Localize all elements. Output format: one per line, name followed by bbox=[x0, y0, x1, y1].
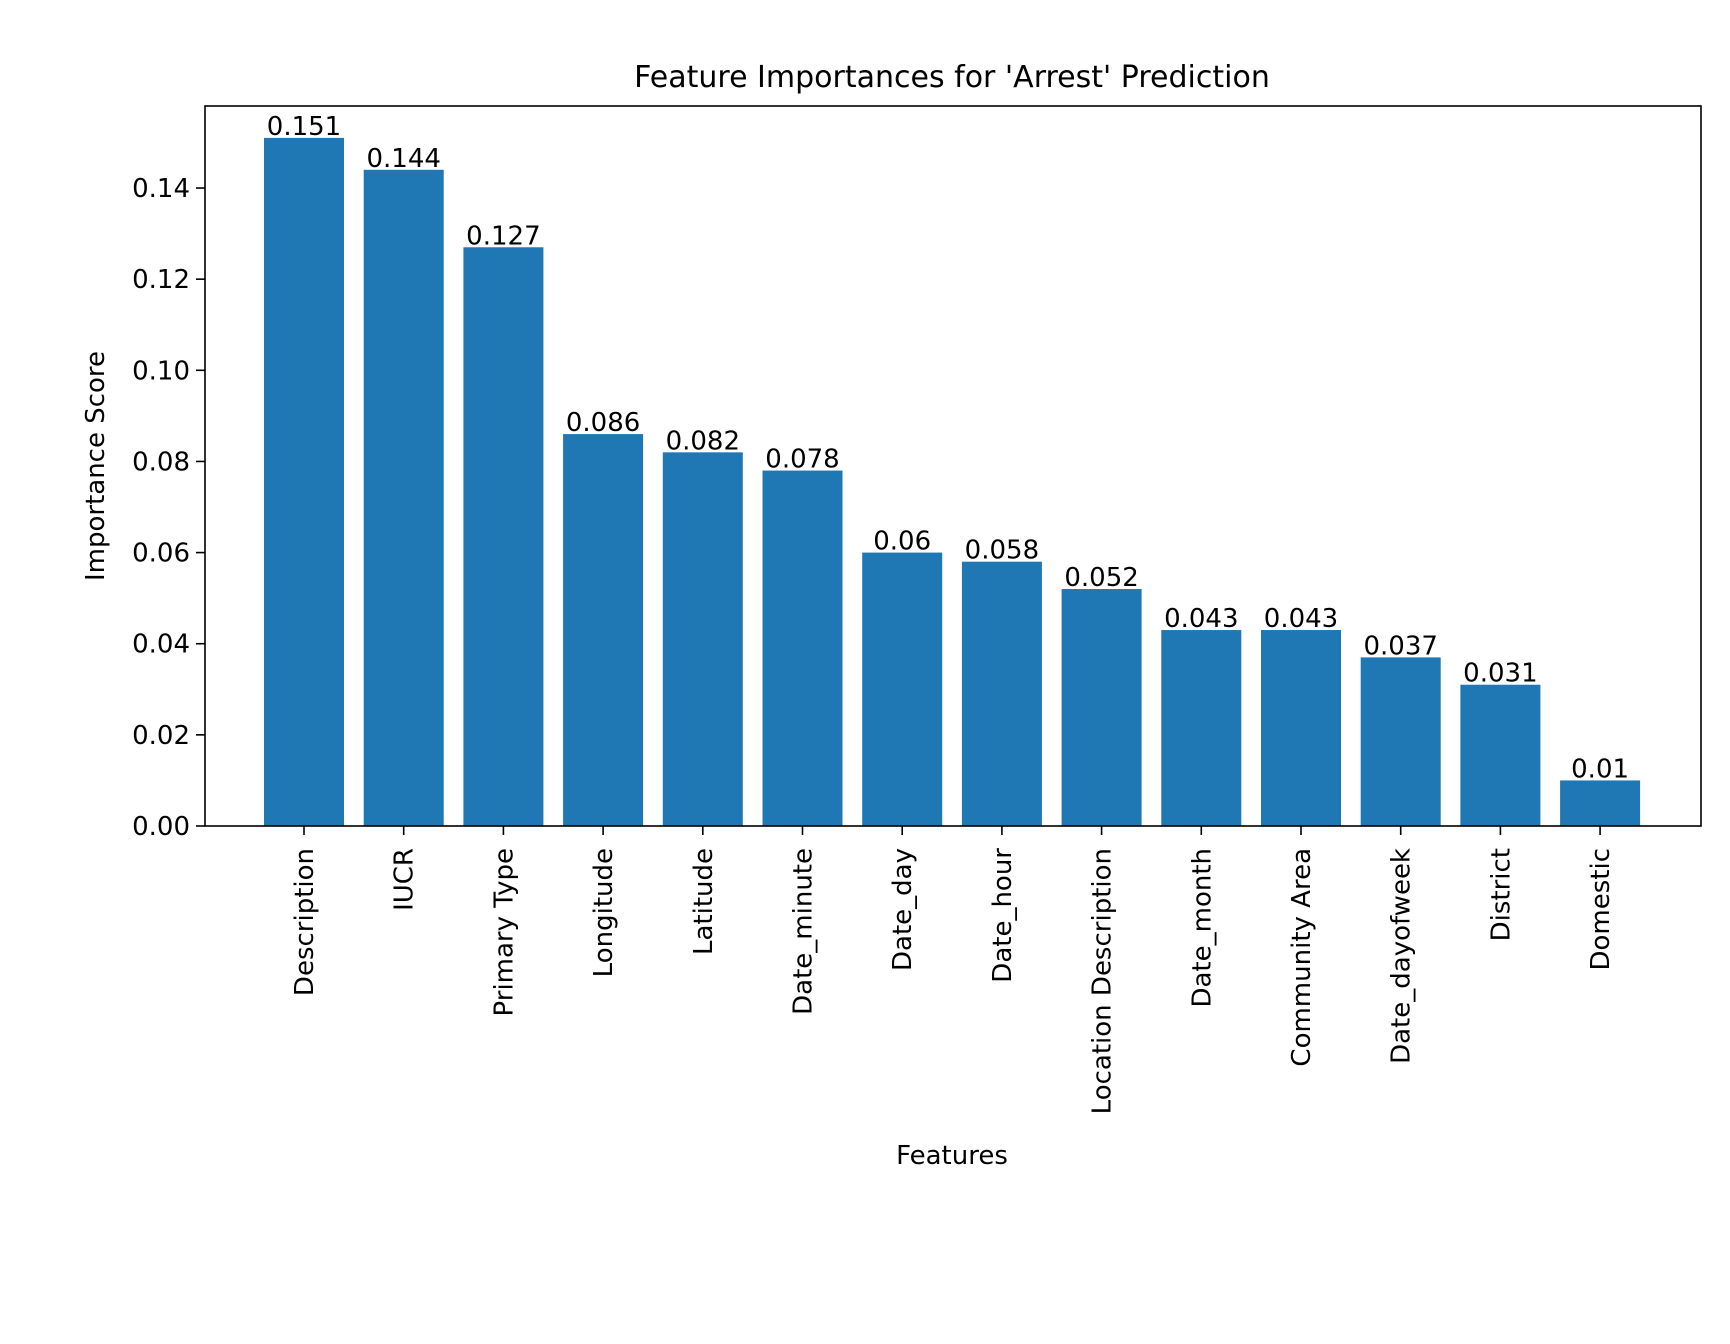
bar-iucr bbox=[363, 169, 444, 826]
bar-district bbox=[1460, 684, 1541, 826]
x-tick-label-primary-type: Primary Type bbox=[489, 848, 519, 1016]
bar-value-label-latitude: 0.082 bbox=[666, 426, 740, 456]
bar-domestic bbox=[1560, 780, 1641, 826]
bar-value-labels: 0.151 0.144 0.127 0.086 0.082 0.078 0.06 0.058 0… bbox=[267, 112, 1629, 785]
bar-value-label-date-month: 0.043 bbox=[1164, 604, 1238, 634]
bar-community-area bbox=[1261, 630, 1341, 826]
bar-primary-type bbox=[463, 247, 544, 827]
bar-value-label-date-dayofweek: 0.037 bbox=[1363, 631, 1437, 661]
bar-value-label-domestic: 0.01 bbox=[1571, 754, 1629, 784]
bar-value-label-primary-type: 0.127 bbox=[466, 221, 540, 251]
y-tick-label-4: 0.08 bbox=[132, 447, 190, 477]
x-axis-title: Features bbox=[896, 1141, 1008, 1171]
x-tick-label-date-day: Date_day bbox=[888, 848, 918, 971]
y-tick-label-3: 0.06 bbox=[132, 539, 190, 569]
x-tick-label-iucr: IUCR bbox=[390, 848, 420, 911]
x-tick-label-latitude: Latitude bbox=[689, 848, 719, 955]
bar-date-month bbox=[1161, 630, 1242, 826]
bar-date-day bbox=[862, 552, 943, 826]
bar-value-label-iucr: 0.144 bbox=[366, 144, 440, 174]
bar-value-label-community-area: 0.043 bbox=[1264, 604, 1338, 634]
x-axis: Description IUCR Primary Type Longitude Lati… bbox=[290, 826, 1616, 1114]
x-tick-label-date-month: Date_month bbox=[1187, 848, 1217, 1008]
x-tick-label-date-minute: Date_minute bbox=[789, 848, 819, 1015]
y-axis: 0.00 0.02 0.04 0.06 0.08 0.10 0.12 0.14 bbox=[132, 174, 205, 842]
bar-date-dayofweek bbox=[1360, 657, 1441, 826]
y-tick-label-6: 0.12 bbox=[132, 265, 190, 295]
bar-value-label-location-description: 0.052 bbox=[1064, 563, 1138, 593]
y-tick-label-1: 0.02 bbox=[132, 721, 190, 751]
plot-frame bbox=[204, 105, 1702, 827]
x-tick-label-domestic: Domestic bbox=[1586, 848, 1616, 971]
bar-value-label-date-minute: 0.078 bbox=[765, 445, 839, 475]
x-tick-label-date-dayofweek: Date_dayofweek bbox=[1387, 848, 1417, 1064]
bar-value-label-longitude: 0.086 bbox=[566, 408, 640, 438]
bar-value-label-district: 0.031 bbox=[1463, 659, 1537, 689]
bar-value-label-date-hour: 0.058 bbox=[965, 536, 1039, 566]
x-tick-label-location-description: Location Description bbox=[1088, 848, 1118, 1114]
x-tick-label-date-hour: Date_hour bbox=[988, 848, 1018, 983]
bar-date-minute bbox=[762, 470, 843, 826]
bar-date-hour bbox=[961, 561, 1042, 826]
x-tick-label-community-area: Community Area bbox=[1287, 848, 1317, 1067]
x-tick-label-longitude: Longitude bbox=[589, 848, 619, 977]
y-tick-label-2: 0.04 bbox=[132, 630, 190, 660]
y-tick-label-7: 0.14 bbox=[132, 174, 190, 204]
chart-title: Feature Importances for 'Arrest' Predict… bbox=[634, 60, 1270, 95]
bars-group bbox=[264, 137, 1641, 827]
y-tick-label-0: 0.00 bbox=[132, 812, 190, 842]
bar-value-label-date-day: 0.06 bbox=[873, 527, 931, 557]
x-tick-label-description: Description bbox=[290, 848, 320, 996]
bar-location-description bbox=[1061, 589, 1142, 826]
bar-description bbox=[264, 137, 344, 826]
bar-value-label-description: 0.151 bbox=[267, 112, 341, 142]
bar-longitude bbox=[563, 434, 644, 826]
y-tick-label-5: 0.10 bbox=[132, 356, 190, 386]
x-tick-label-district: District bbox=[1486, 848, 1516, 941]
bar-latitude bbox=[662, 452, 743, 826]
y-axis-title: Importance Score bbox=[81, 351, 111, 581]
